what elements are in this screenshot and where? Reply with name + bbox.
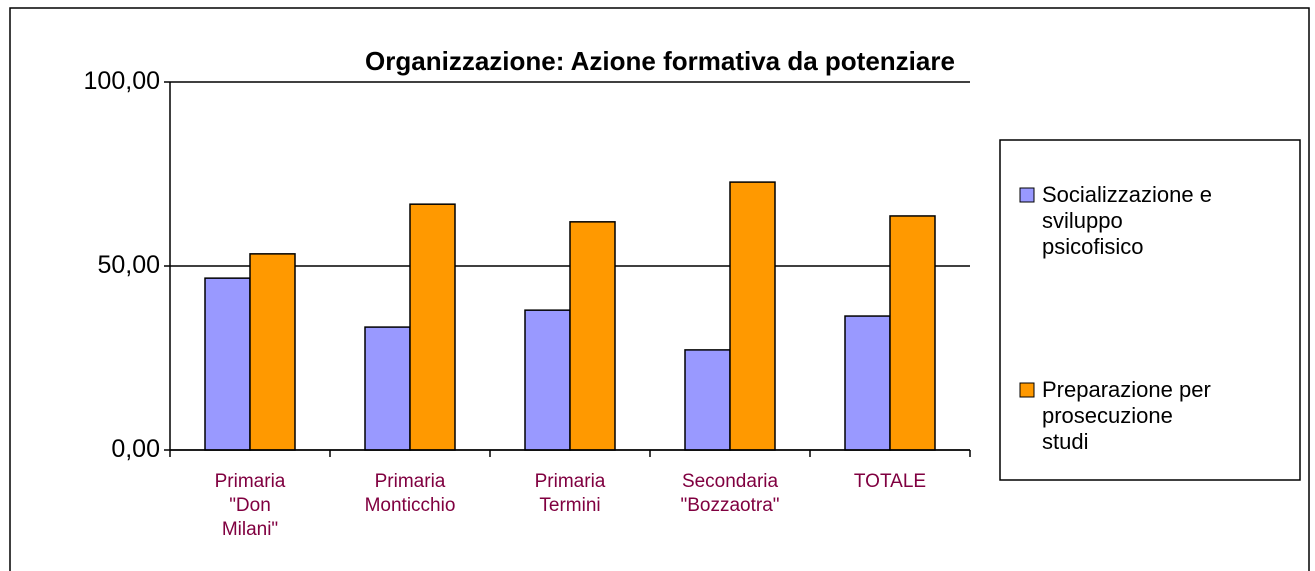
x-tick-label: Primaria "Don Milani" bbox=[214, 471, 286, 540]
bar bbox=[684, 349, 731, 451]
y-tick-label: 0,00 bbox=[111, 435, 160, 463]
legend-box bbox=[999, 139, 1301, 481]
legend-swatch bbox=[1019, 187, 1035, 203]
y-tick-label: 100,00 bbox=[83, 67, 160, 95]
legend-label: Preparazione per prosecuzione studi bbox=[1042, 377, 1211, 454]
x-tick-label: Secondaria "Bozzaotra" bbox=[680, 471, 780, 516]
bar bbox=[204, 277, 251, 451]
bar bbox=[364, 326, 411, 451]
bar bbox=[889, 215, 936, 451]
bar bbox=[249, 253, 296, 451]
legend-label: Socializzazione e sviluppo psicofisico bbox=[1042, 182, 1212, 259]
bar bbox=[409, 203, 456, 451]
legend-swatch bbox=[1019, 382, 1035, 398]
x-tick-label: Primaria Termini bbox=[534, 471, 606, 516]
bar bbox=[569, 221, 616, 451]
bar bbox=[524, 309, 571, 451]
bar bbox=[844, 315, 891, 451]
chart-title: Organizzazione: Azione formativa da pote… bbox=[365, 46, 955, 76]
x-tick-label: TOTALE bbox=[853, 471, 927, 492]
bar bbox=[729, 181, 776, 451]
y-tick-label: 50,00 bbox=[97, 251, 160, 279]
x-tick-label: Primaria Monticchio bbox=[364, 471, 456, 516]
